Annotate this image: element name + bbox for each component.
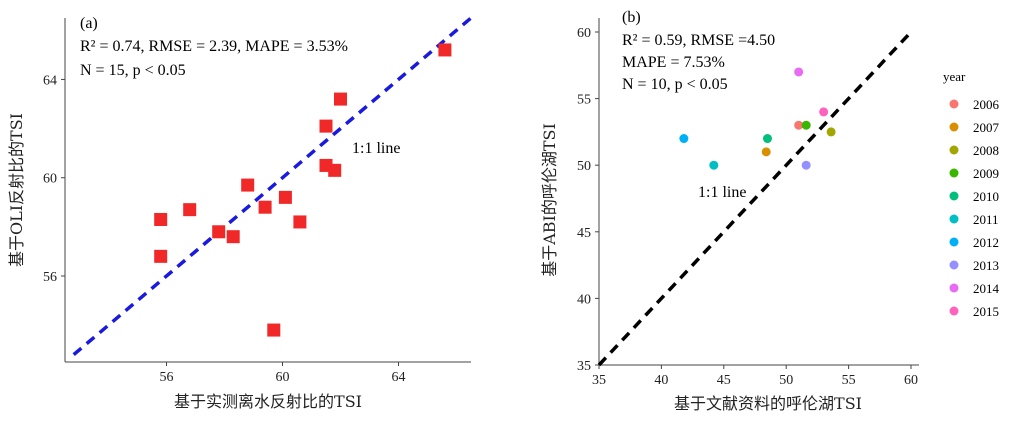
panel-a-line-label: 1:1 line: [352, 140, 400, 157]
panel-a-label: (a): [80, 15, 98, 32]
panel-b-stats-line1: R² = 0.59, RMSE =4.50: [622, 32, 775, 49]
panel-b-line-label: 1:1 line: [698, 184, 746, 201]
x-tick-label: 64: [392, 370, 406, 385]
data-point: [319, 119, 333, 133]
panel-b-label: (b): [622, 9, 641, 26]
data-point-2012: [679, 134, 689, 144]
data-point-2009: [801, 120, 811, 130]
y-tick-label: 45: [577, 226, 591, 241]
data-point: [154, 212, 168, 226]
data-point: [267, 323, 281, 337]
data-point: [278, 190, 292, 204]
data-point-2014: [794, 67, 804, 77]
data-point: [258, 200, 272, 214]
y-tick-label: 56: [43, 270, 57, 285]
data-point-2007: [761, 147, 771, 157]
y-tick-label: 60: [577, 26, 591, 41]
x-tick-label: 35: [592, 373, 606, 388]
data-point-2011: [709, 160, 719, 170]
panel-b-stats-line2: MAPE = 7.53%: [622, 54, 725, 71]
data-point-2008: [826, 127, 836, 137]
legend-label-2010: 2010: [973, 189, 999, 204]
data-point: [293, 215, 307, 229]
data-point: [183, 203, 197, 217]
panel-b-stats-line3: N = 10, p < 0.05: [622, 76, 728, 93]
legend-label-2009: 2009: [973, 166, 999, 181]
panel-a: 56 60 64 56 60 64 (a) R² = 0.74, RMSE = 2.39,…: [7, 15, 473, 411]
legend-title: year: [943, 69, 966, 84]
panel-b-x-axis-title: 基于文献资料的呼伦湖TSI: [674, 394, 862, 413]
legend-swatch-2015: [949, 306, 959, 316]
panel-b-plot-area: [599, 18, 919, 365]
y-tick-label: 35: [577, 359, 591, 374]
panel-a-y-axis-title: 基于OLI反射比的TSI: [7, 113, 26, 267]
y-tick-label: 40: [577, 292, 591, 307]
panel-a-one-to-one-line: [72, 16, 473, 356]
data-point: [212, 225, 226, 239]
data-point: [334, 92, 347, 106]
y-tick-label: 55: [577, 93, 591, 108]
legend-label-2014: 2014: [973, 281, 1000, 296]
legend-swatch-2008: [949, 145, 959, 155]
data-point: [154, 249, 168, 263]
x-tick-label: 45: [717, 373, 731, 388]
panel-b-y-axis-title: 基于ABI的呼伦湖TSI: [540, 123, 559, 277]
legend-label-2015: 2015: [973, 304, 999, 319]
data-point: [328, 163, 342, 177]
legend-swatch-2009: [949, 168, 959, 178]
data-point: [241, 178, 255, 192]
x-tick-label: 50: [779, 373, 793, 388]
legend-swatch-2010: [949, 191, 959, 201]
legend: 2006 2007 2008 2009 2010 2011 2012 2013 2014 2015: [949, 97, 1000, 319]
legend-swatch-2006: [949, 99, 959, 109]
panel-a-stats-line1: R² = 0.74, RMSE = 2.39, MAPE = 3.53%: [80, 38, 348, 55]
data-point-2013: [801, 160, 811, 170]
legend-swatch-2012: [949, 237, 959, 247]
panel-a-stats-line2: N = 15, p < 0.05: [80, 62, 186, 79]
data-point-2015: [819, 107, 829, 117]
y-tick-label: 50: [577, 159, 591, 174]
legend-label-2008: 2008: [973, 143, 999, 158]
legend-swatch-2014: [949, 283, 959, 293]
legend-swatch-2013: [949, 260, 959, 270]
x-tick-label: 56: [160, 370, 174, 385]
legend-swatch-2011: [949, 214, 959, 224]
data-point-2006: [794, 120, 804, 130]
panel-a-x-axis-title: 基于实测离水反射比的TSI: [174, 392, 362, 411]
data-point: [438, 43, 452, 57]
data-point: [226, 230, 240, 244]
data-point-2010: [762, 134, 772, 144]
y-tick-label: 64: [43, 73, 57, 88]
legend-label-2006: 2006: [973, 97, 1000, 112]
x-tick-label: 60: [904, 373, 918, 388]
legend-swatch-2007: [949, 122, 959, 132]
y-tick-label: 60: [43, 172, 57, 187]
x-tick-label: 55: [842, 373, 856, 388]
legend-label-2012: 2012: [973, 235, 999, 250]
panel-b: 35 40 45 50 55 60 35 40 45 50 55 60 (b) R² = 0.59, …: [540, 9, 1000, 413]
x-tick-label: 40: [654, 373, 668, 388]
x-tick-label: 60: [276, 370, 290, 385]
legend-label-2013: 2013: [973, 258, 999, 273]
legend-label-2011: 2011: [973, 212, 999, 227]
panel-b-one-to-one-line: [597, 30, 913, 367]
legend-label-2007: 2007: [973, 120, 1000, 135]
